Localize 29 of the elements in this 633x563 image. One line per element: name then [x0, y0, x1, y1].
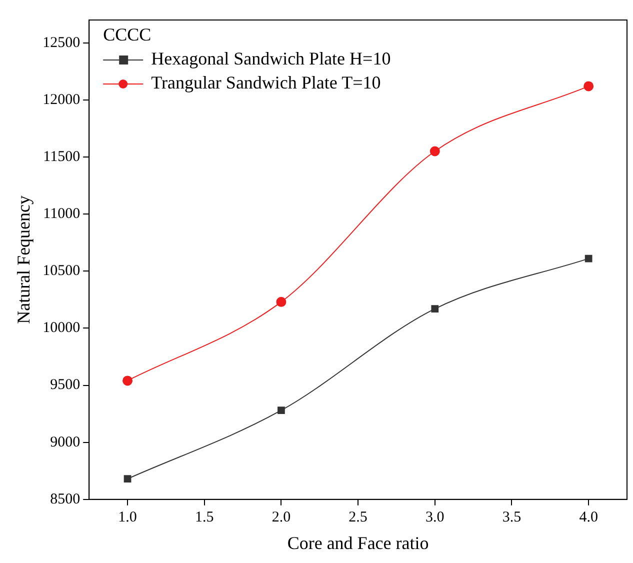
y-tick-label: 9000: [50, 434, 80, 450]
y-tick-label: 11000: [43, 206, 80, 222]
x-tick-label: 1.5: [194, 509, 214, 526]
y-tick-label: 9500: [50, 377, 80, 394]
point: [124, 475, 132, 483]
x-tick-label: 3.5: [502, 509, 522, 526]
x-tick-label: 3.0: [426, 509, 444, 526]
legend-label: Hexagonal Sandwich Plate H=10: [151, 48, 391, 69]
y-tick-label: 10000: [42, 320, 80, 336]
point: [584, 81, 594, 92]
y-tick-label: 12000: [42, 92, 80, 108]
point: [278, 406, 285, 414]
y-axis-title: Natural Fequency: [14, 195, 34, 324]
point: [431, 305, 439, 312]
x-tick-label: 1.0: [118, 509, 137, 526]
x-axis-title: Core and Face ratio: [287, 532, 429, 553]
x-tick-label: 4.0: [579, 509, 598, 526]
legend-label: Trangular Sandwich Plate T=10: [151, 72, 381, 93]
y-tick-label: 12500: [42, 34, 80, 51]
point: [584, 254, 592, 262]
point: [430, 146, 440, 156]
y-tick-label: 11500: [43, 148, 80, 165]
point: [276, 296, 286, 307]
y-tick-label: 8500: [50, 491, 80, 508]
legend-title: CCCC: [103, 24, 152, 45]
x-tick-label: 2.5: [348, 509, 368, 526]
x-tick-label: 2.0: [272, 509, 291, 526]
point: [122, 376, 133, 386]
y-tick-label: 10500: [42, 263, 80, 280]
